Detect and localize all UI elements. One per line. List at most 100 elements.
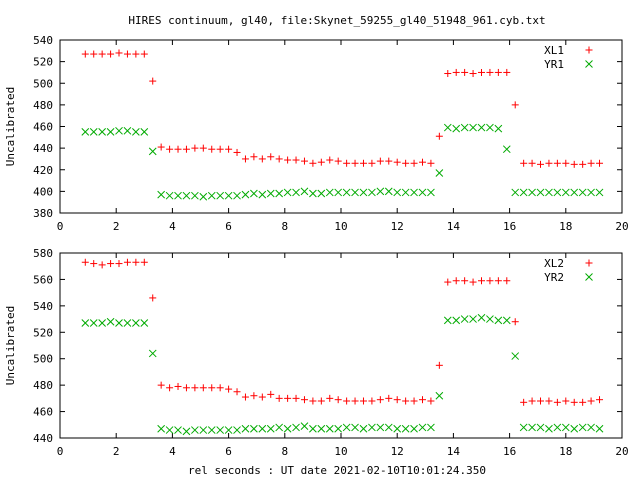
data-point — [452, 68, 460, 76]
data-point — [115, 126, 123, 135]
data-point-d2 — [283, 424, 292, 433]
data-point-d2 — [140, 128, 149, 136]
data-point — [385, 394, 393, 402]
data-point-d2 — [81, 319, 90, 327]
data-point — [511, 188, 520, 197]
data-point — [250, 424, 258, 433]
data-point — [343, 159, 351, 167]
data-point-d2 — [502, 316, 511, 325]
data-point-d2 — [435, 391, 444, 400]
data-point — [224, 426, 233, 434]
data-point-d2 — [384, 187, 393, 196]
data-point-d2 — [460, 315, 469, 323]
data-point — [123, 50, 131, 58]
data-point-d2 — [275, 189, 284, 198]
x-tick-label: 8 — [281, 220, 288, 233]
x-tick-label: 0 — [57, 220, 64, 233]
data-point-d2 — [401, 424, 410, 433]
data-point — [284, 394, 292, 402]
x-tick-label: 14 — [447, 220, 461, 233]
bottom-panel: 0 2 4 6 8 10 12 14 16 18 20 440 460 480 500 520 540 560 58… — [4, 247, 629, 458]
data-point — [241, 190, 250, 199]
data-point — [191, 191, 199, 200]
data-point-d2 — [511, 352, 520, 360]
data-point-d2 — [89, 319, 98, 327]
data-point-d2 — [283, 188, 292, 197]
data-point — [309, 159, 317, 167]
data-point — [553, 423, 562, 432]
series-XL1 — [81, 49, 604, 168]
data-point-d2 — [502, 145, 511, 154]
data-point-d2 — [106, 317, 115, 326]
data-point — [216, 145, 224, 153]
data-point-d2 — [401, 188, 410, 197]
y-tick-label: 520 — [33, 56, 53, 69]
y-tick-label: 580 — [33, 247, 53, 260]
data-point — [148, 349, 157, 358]
data-point — [300, 157, 308, 165]
data-point — [225, 385, 233, 393]
x-tick-label: 10 — [334, 445, 347, 458]
data-point — [418, 396, 426, 404]
data-point — [561, 423, 570, 432]
data-point — [250, 392, 258, 400]
data-point-d2 — [98, 319, 107, 327]
data-point-d2 — [351, 423, 359, 432]
data-point — [401, 188, 410, 197]
data-point-d2 — [182, 191, 191, 200]
data-point-d2 — [452, 124, 461, 133]
data-point-d2 — [123, 126, 132, 135]
data-point — [368, 159, 376, 167]
data-point — [250, 153, 258, 161]
data-point-d2 — [376, 423, 385, 432]
data-point-d2 — [469, 315, 477, 323]
data-point-d2 — [435, 169, 444, 177]
data-point — [427, 397, 435, 405]
data-point — [140, 50, 148, 58]
data-point — [89, 319, 98, 327]
data-point-d2 — [528, 423, 536, 432]
data-point — [511, 318, 519, 326]
data-point — [317, 424, 326, 433]
data-point-d2 — [199, 426, 208, 434]
data-point — [342, 188, 351, 197]
data-point-d2 — [148, 349, 157, 358]
data-point — [427, 188, 435, 197]
data-point — [317, 158, 325, 166]
data-point-d2 — [595, 188, 604, 197]
data-point — [309, 189, 317, 198]
data-point — [107, 50, 115, 58]
x-tick-label: 2 — [113, 220, 120, 233]
data-point-d2 — [266, 424, 275, 433]
data-point — [98, 261, 106, 269]
x-tick-label: 14 — [447, 445, 461, 458]
y-tick-label: 380 — [33, 207, 53, 220]
data-point-d2 — [266, 189, 275, 198]
data-point — [418, 188, 427, 197]
data-point — [207, 426, 216, 434]
data-point — [309, 397, 317, 405]
data-point — [132, 319, 140, 327]
data-point — [393, 424, 402, 433]
data-point-d2 — [410, 188, 418, 197]
data-point — [292, 394, 300, 402]
data-point — [384, 187, 393, 196]
data-point — [393, 396, 401, 404]
data-point — [376, 157, 384, 165]
data-point — [283, 424, 292, 433]
data-point — [536, 423, 545, 432]
data-point — [418, 423, 427, 432]
data-point — [132, 128, 140, 136]
data-point-d2 — [216, 191, 225, 200]
data-point — [132, 258, 140, 266]
data-point — [98, 128, 107, 136]
x-tick-label: 16 — [503, 445, 516, 458]
data-point — [545, 397, 553, 405]
data-point — [494, 124, 503, 133]
data-point-d2 — [427, 188, 435, 197]
data-point-d2 — [132, 128, 140, 136]
data-point — [410, 424, 418, 433]
y-tick-label: 520 — [33, 326, 53, 339]
data-point-d2 — [519, 423, 528, 432]
data-point-d2 — [224, 426, 233, 434]
